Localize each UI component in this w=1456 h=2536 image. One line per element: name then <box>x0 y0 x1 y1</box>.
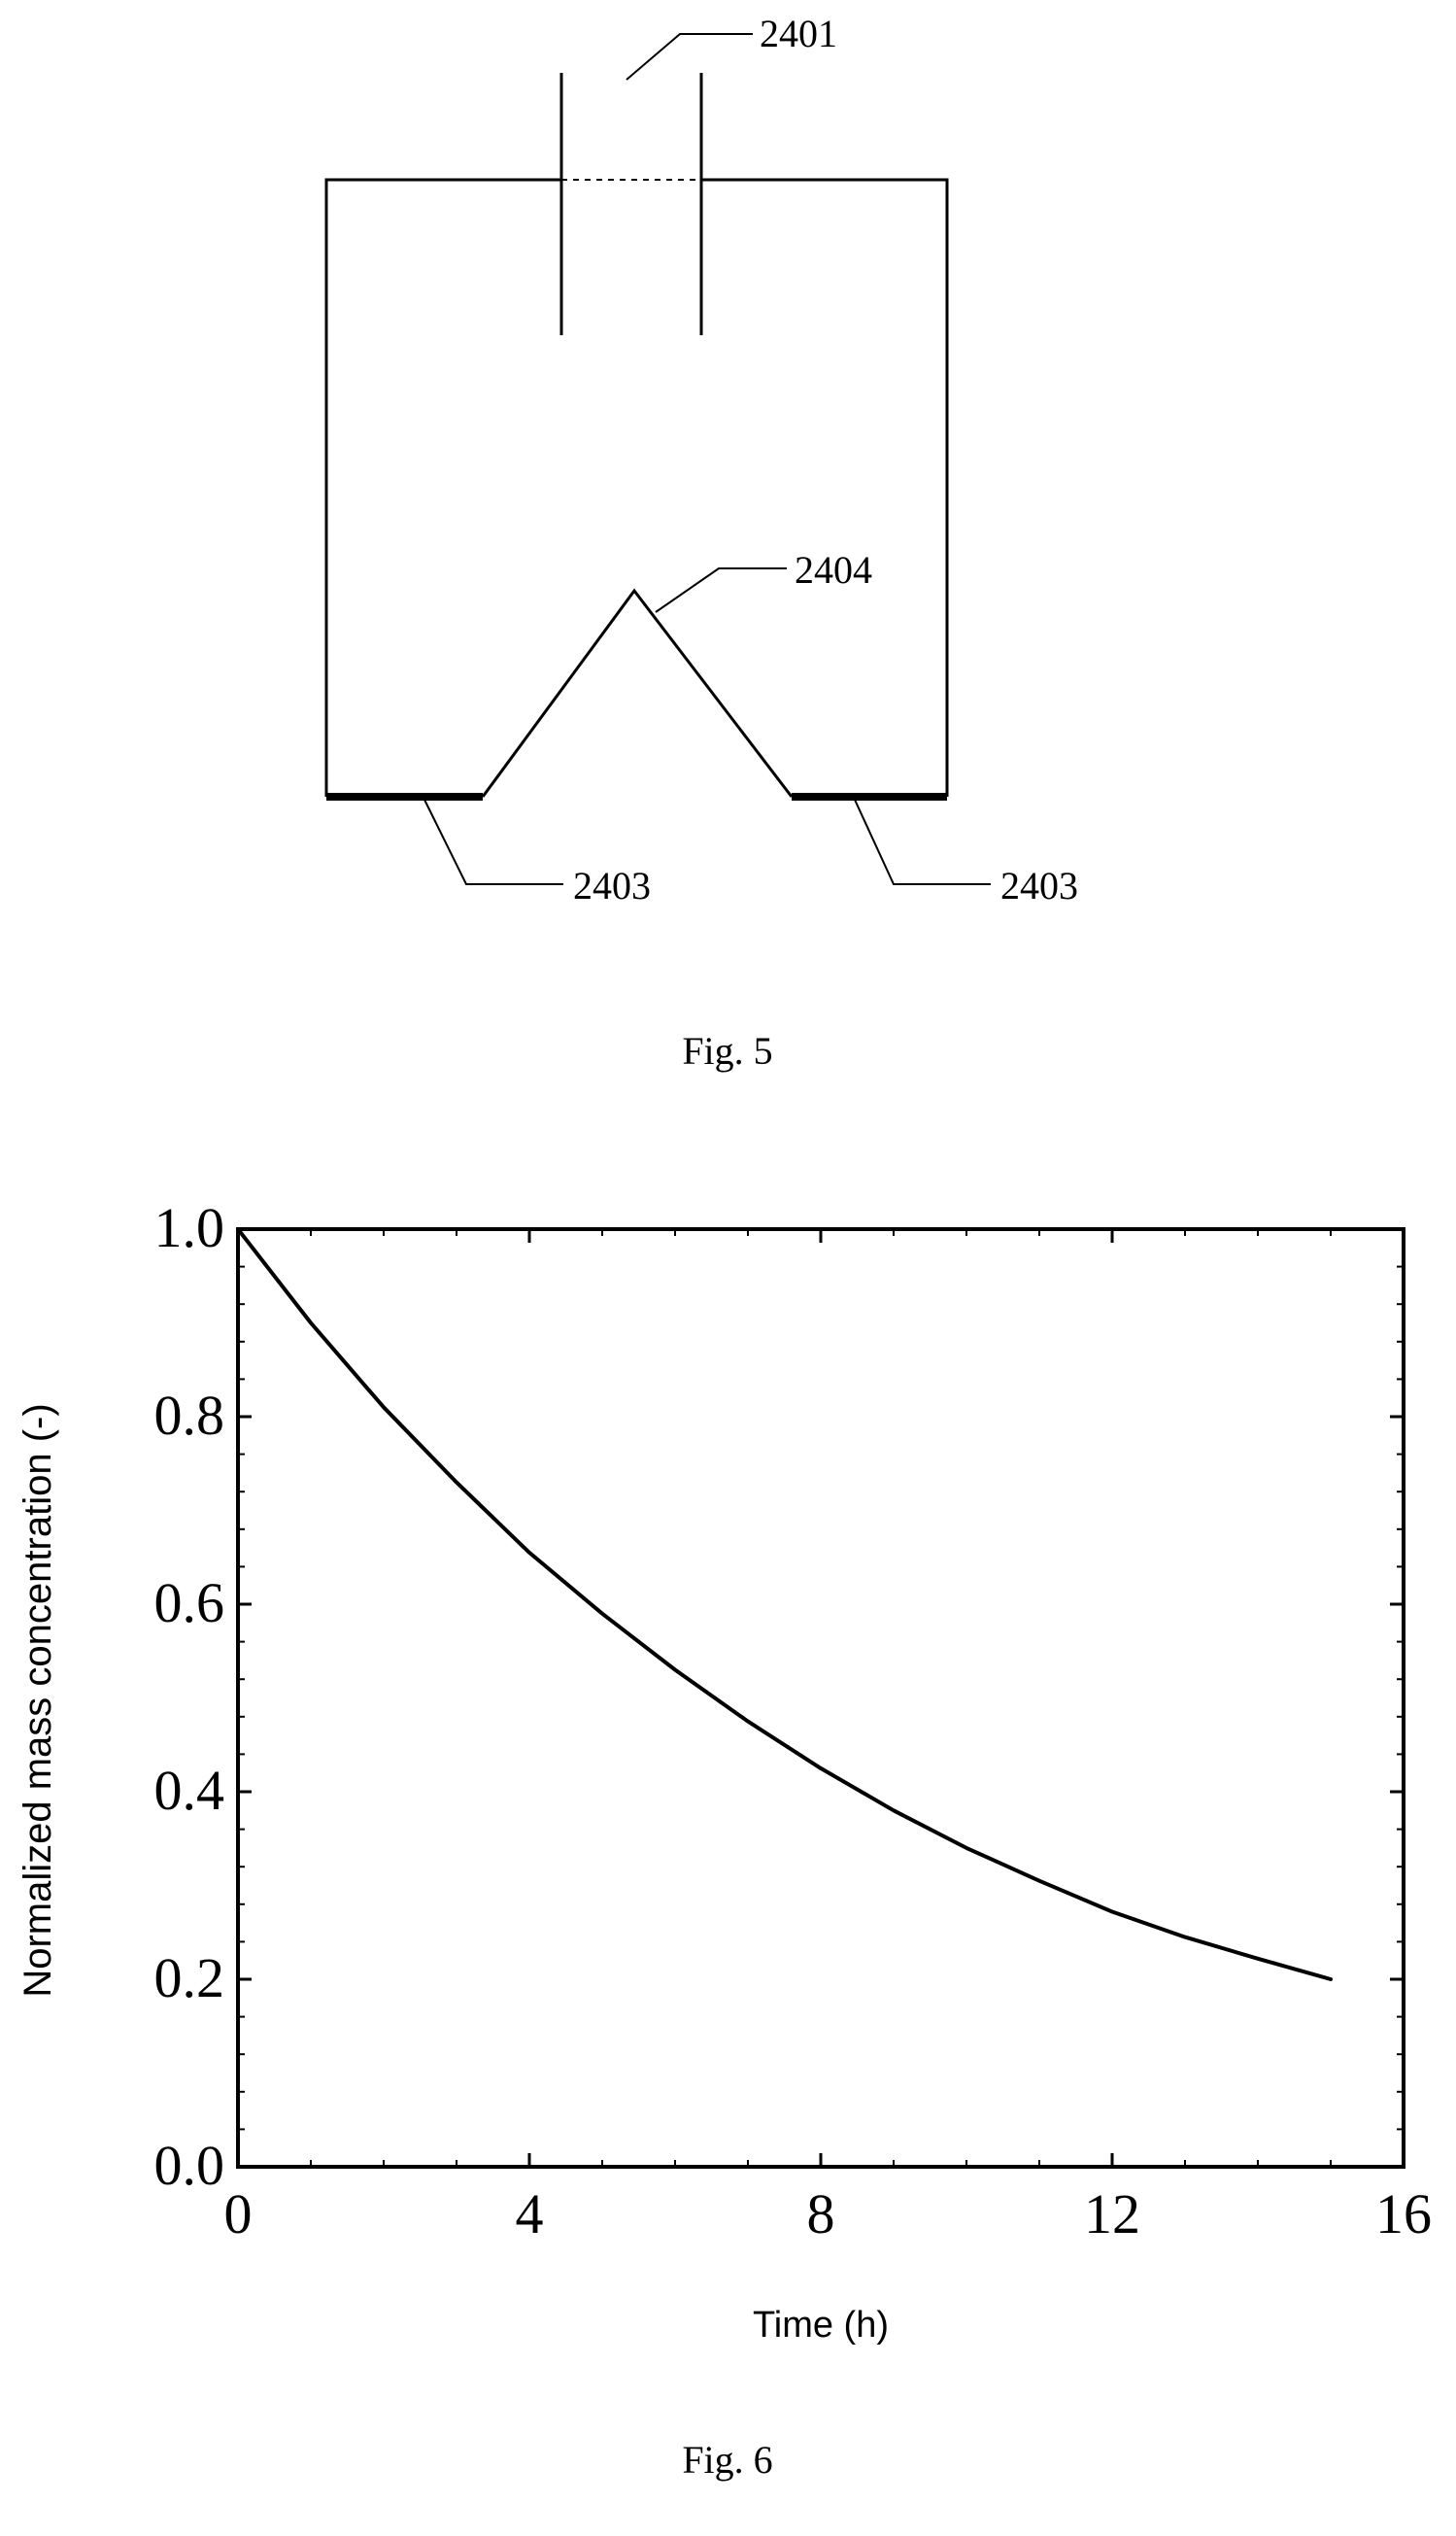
x-tick-label: 8 <box>807 2182 835 2245</box>
ref-label-2404: 2404 <box>795 548 872 592</box>
y-axis-label: Normalized mass concentration (-) <box>17 1403 59 1997</box>
figure-6: 0.0 0.2 0.4 0.6 0.8 1.0 0 4 8 12 16 Normalized ma… <box>17 1196 1432 2482</box>
plot-frame <box>236 1227 1405 2169</box>
y-axis-ticks: 0.0 0.2 0.4 0.6 0.8 1.0 <box>154 1196 1404 2197</box>
leader-2403-left <box>423 799 563 885</box>
vessel-outline <box>324 178 949 797</box>
x-axis-ticks: 0 4 8 12 16 <box>224 1229 1432 2245</box>
series-line-0 <box>236 1227 1333 1981</box>
leader-2404 <box>655 567 787 613</box>
x-tick-label: 4 <box>516 2182 544 2245</box>
leader-2401 <box>626 33 753 81</box>
leader-2403-right <box>854 799 991 885</box>
y-tick-label: 0.0 <box>154 2134 225 2197</box>
x-tick-label: 16 <box>1375 2182 1432 2245</box>
ref-label-2401: 2401 <box>760 12 837 55</box>
y-tick-label: 0.8 <box>154 1384 225 1447</box>
ref-label-2403-right: 2403 <box>1000 864 1078 908</box>
y-tick-label: 1.0 <box>154 1196 225 1259</box>
figure-5: 2401 2404 2403 2403 Fig. 5 <box>324 12 1078 1073</box>
figure-5-caption: Fig. 5 <box>682 1029 772 1073</box>
ref-label-2403-left: 2403 <box>573 864 651 908</box>
figure-6-caption: Fig. 6 <box>682 2438 772 2482</box>
conical-deflector <box>481 588 794 798</box>
series-layer <box>236 1227 1333 1981</box>
y-tick-label: 0.4 <box>154 1759 225 1822</box>
x-axis-label: Time (h) <box>753 2305 889 2346</box>
y-tick-label: 0.2 <box>154 1946 225 2009</box>
x-tick-label: 0 <box>224 2182 253 2245</box>
y-tick-label: 0.6 <box>154 1571 225 1634</box>
decay-chart: 0.0 0.2 0.4 0.6 0.8 1.0 0 4 8 12 16 Normalized ma… <box>17 1196 1432 2346</box>
x-tick-label: 12 <box>1084 2182 1140 2245</box>
